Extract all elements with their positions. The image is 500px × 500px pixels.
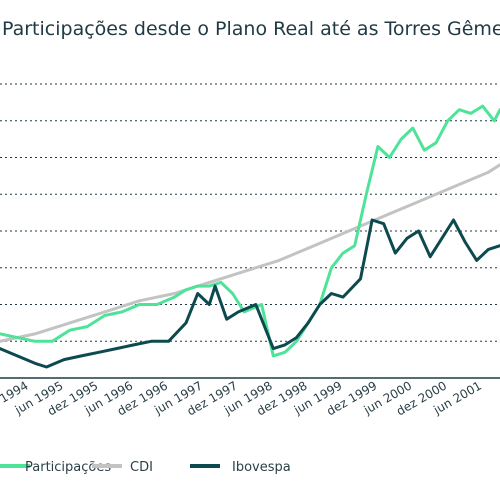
- series-line-ibovespa: [0, 218, 500, 369]
- legend: Participações CDI Ibovespa: [0, 460, 291, 475]
- legend-label-participa-es: Participações: [25, 460, 111, 475]
- series-line-cdi: [0, 163, 500, 343]
- legend-label-cdi: CDI: [130, 460, 153, 475]
- legend-label-ibovespa: Ibovespa: [232, 460, 291, 475]
- chart-title: Participações desde o Plano Real até as …: [2, 18, 500, 40]
- series-lines: [0, 104, 500, 369]
- series-line-participa-es: [0, 104, 500, 358]
- grid-lines: [0, 83, 500, 379]
